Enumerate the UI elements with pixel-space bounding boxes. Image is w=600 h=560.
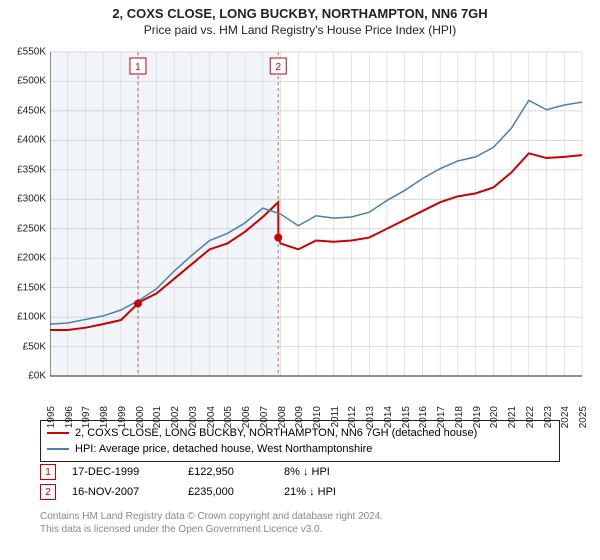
y-tick-label: £100K <box>2 312 46 323</box>
y-tick-label: £50K <box>2 341 46 352</box>
x-tick-label: 2025 <box>578 406 589 428</box>
footnote-line: This data is licensed under the Open Gov… <box>40 523 560 536</box>
legend-item-hpi: HPI: Average price, detached house, West… <box>47 441 553 457</box>
transaction-date: 16-NOV-2007 <box>72 486 172 498</box>
page-subtitle: Price paid vs. HM Land Registry's House … <box>0 23 600 37</box>
y-tick-label: £450K <box>2 105 46 116</box>
y-tick-label: £150K <box>2 282 46 293</box>
transaction-delta: 8% ↓ HPI <box>284 466 384 478</box>
price-chart: 12 <box>50 48 590 408</box>
table-row: 2 16-NOV-2007 £235,000 21% ↓ HPI <box>40 482 560 502</box>
footnote: Contains HM Land Registry data © Crown c… <box>40 510 560 536</box>
table-row: 1 17-DEC-1999 £122,950 8% ↓ HPI <box>40 462 560 482</box>
y-tick-label: £300K <box>2 194 46 205</box>
legend-label: 2, COXS CLOSE, LONG BUCKBY, NORTHAMPTON,… <box>75 427 477 439</box>
chart-svg: 12 <box>50 48 590 408</box>
y-tick-label: £200K <box>2 253 46 264</box>
y-tick-label: £500K <box>2 76 46 87</box>
legend-swatch <box>47 448 69 450</box>
y-tick-label: £400K <box>2 135 46 146</box>
page-title: 2, COXS CLOSE, LONG BUCKBY, NORTHAMPTON,… <box>0 6 600 21</box>
x-tick-label: 2024 <box>560 406 571 428</box>
transaction-date: 17-DEC-1999 <box>72 466 172 478</box>
legend: 2, COXS CLOSE, LONG BUCKBY, NORTHAMPTON,… <box>40 420 560 462</box>
y-tick-label: £250K <box>2 223 46 234</box>
y-tick-label: £350K <box>2 164 46 175</box>
transaction-price: £235,000 <box>188 486 268 498</box>
footnote-line: Contains HM Land Registry data © Crown c… <box>40 510 560 523</box>
legend-swatch <box>47 432 69 434</box>
transaction-delta: 21% ↓ HPI <box>284 486 384 498</box>
transaction-price: £122,950 <box>188 466 268 478</box>
legend-label: HPI: Average price, detached house, West… <box>75 443 372 455</box>
svg-text:2: 2 <box>275 62 281 73</box>
header: 2, COXS CLOSE, LONG BUCKBY, NORTHAMPTON,… <box>0 0 600 37</box>
transaction-marker-icon: 2 <box>40 484 56 500</box>
legend-item-property: 2, COXS CLOSE, LONG BUCKBY, NORTHAMPTON,… <box>47 425 553 441</box>
y-tick-label: £0K <box>2 371 46 382</box>
transaction-marker-icon: 1 <box>40 464 56 480</box>
y-tick-label: £550K <box>2 47 46 58</box>
transactions-table: 1 17-DEC-1999 £122,950 8% ↓ HPI 2 16-NOV… <box>40 462 560 502</box>
svg-text:1: 1 <box>135 62 141 73</box>
